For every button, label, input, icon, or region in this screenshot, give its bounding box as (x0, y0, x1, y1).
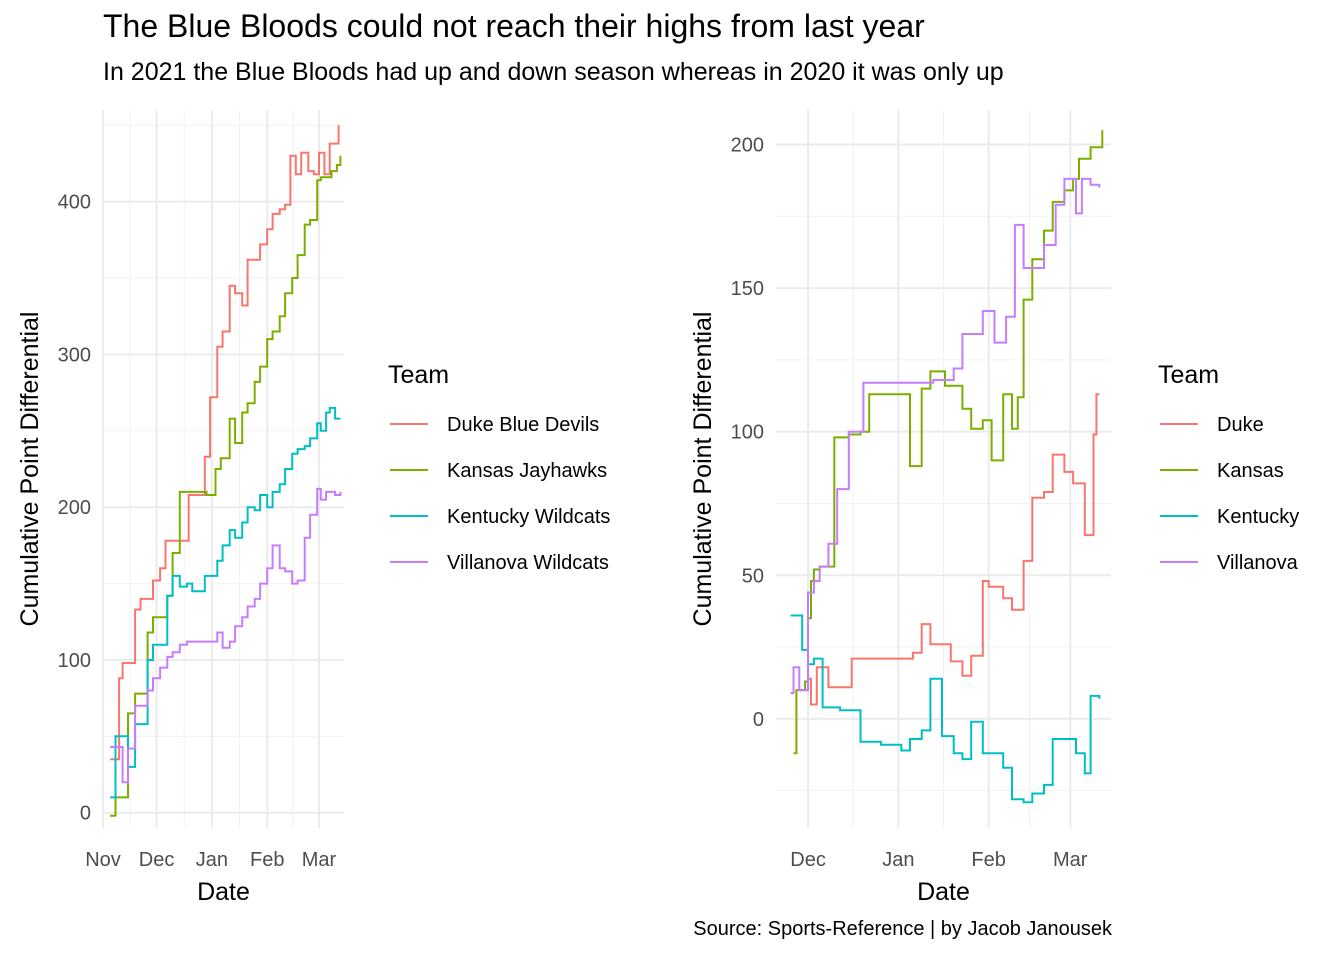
legend: Team Duke Kansas Kentucky Villanova (1158, 361, 1299, 574)
series-line-villanova-wildcats (110, 487, 342, 784)
series-line-duke-blue-devils (110, 125, 340, 761)
legend-label: Villanova Wildcats (447, 552, 609, 574)
series-line-kansas-jayhawks (110, 155, 342, 817)
y-axis-title: Cumulative Point Differential (689, 312, 717, 627)
y-tick-label: 400 (58, 192, 91, 214)
x-tick-label: Jan (196, 849, 228, 871)
chart-title: The Blue Bloods could not reach their hi… (103, 8, 925, 44)
x-tick-label: Feb (971, 849, 1005, 871)
series-line-villanova (790, 177, 1101, 694)
chart-subtitle: In 2021 the Blue Bloods had up and down … (103, 58, 1004, 86)
y-axis-title: Cumulative Point Differential (16, 312, 44, 627)
legend-label: Kentucky Wildcats (447, 506, 610, 528)
series-line-duke (799, 393, 1100, 706)
legend-label: Duke Blue Devils (447, 414, 599, 436)
x-tick-label: Dec (139, 849, 175, 871)
x-tick-label: Mar (302, 849, 337, 871)
y-tick-label: 300 (58, 344, 91, 366)
panel-2020: 0 100 200 300 400 Nov Dec Jan Feb Mar Date Cumulati… (16, 110, 610, 906)
x-tick-label: Dec (790, 849, 826, 871)
y-tick-label: 100 (731, 422, 764, 444)
series-line-kansas (793, 130, 1104, 755)
legend-label: Villanova (1217, 552, 1299, 574)
y-tick-label: 50 (742, 565, 764, 587)
x-tick-label: Feb (250, 849, 284, 871)
x-tick-label: Jan (882, 849, 914, 871)
x-axis-title: Date (917, 878, 970, 906)
legend-label: Kansas Jayhawks (447, 460, 607, 482)
series-line-kentucky (790, 614, 1101, 804)
x-axis-title: Date (197, 878, 250, 906)
y-tick-label: 150 (731, 278, 764, 300)
legend-label: Duke (1217, 414, 1264, 436)
y-tick-label: 200 (731, 134, 764, 156)
x-tick-label: Mar (1053, 849, 1088, 871)
y-tick-label: 0 (80, 803, 91, 825)
series-line-kentucky-wildcats (110, 406, 341, 799)
legend-label: Kentucky (1217, 506, 1299, 528)
chart-caption: Source: Sports-Reference | by Jacob Jano… (693, 918, 1112, 940)
legend-title: Team (1158, 361, 1219, 389)
x-tick-label: Nov (85, 849, 121, 871)
y-tick-label: 0 (753, 709, 764, 731)
legend-title: Team (388, 361, 449, 389)
legend: Team Duke Blue Devils Kansas Jayhawks Kentu… (388, 361, 610, 574)
y-tick-label: 100 (58, 650, 91, 672)
y-tick-label: 200 (58, 497, 91, 519)
panel-2021: 0 50 100 150 200 Dec Jan Feb Mar Date Cumulative P… (689, 110, 1299, 906)
legend-label: Kansas (1217, 460, 1284, 482)
